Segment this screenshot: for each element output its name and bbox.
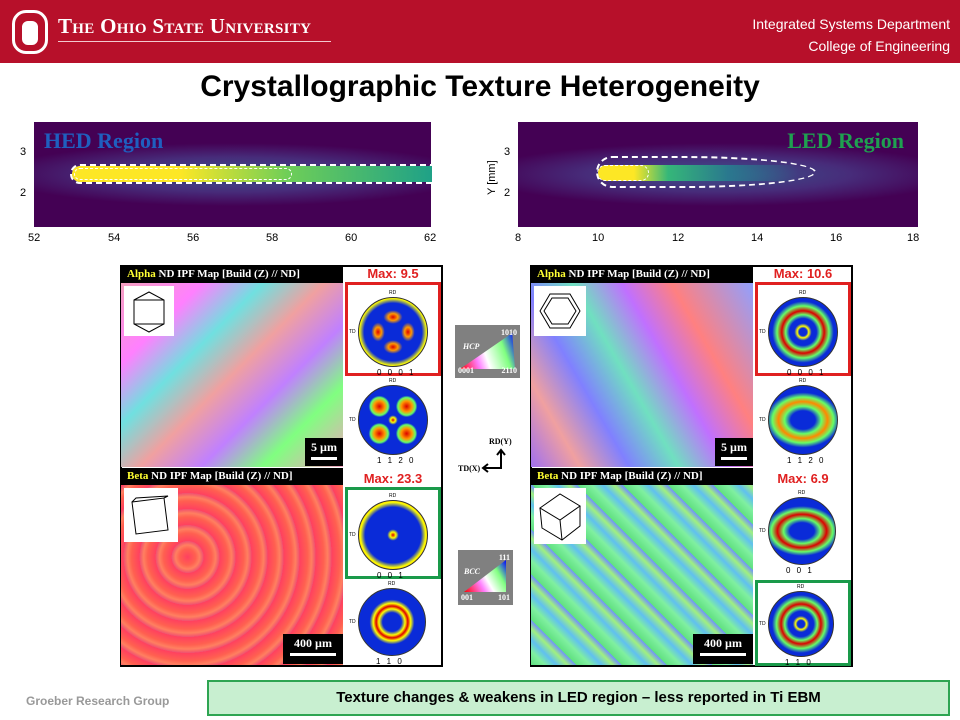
hcp-color-triangle (460, 333, 515, 369)
college: College of Engineering (808, 38, 950, 54)
td-axis-label: TD (759, 417, 766, 423)
key-takeaway-box: Texture changes & weakens in LED region … (207, 680, 950, 716)
hed-melt-pool-plot: HED Region (34, 122, 432, 227)
x-tick: 52 (28, 232, 41, 244)
beta-map-title: Beta ND IPF Map [Build (Z) // ND] (121, 468, 343, 485)
scale-bar: 400 µm (283, 634, 343, 664)
td-axis-label: TD (759, 528, 766, 534)
pole-figure (358, 500, 428, 570)
x-tick: 12 (672, 232, 685, 244)
research-group: Groeber Research Group (26, 694, 170, 708)
slide-title: Crystallographic Texture Heterogeneity (200, 70, 760, 103)
y-tick: 2 (20, 187, 27, 199)
x-tick: 60 (345, 232, 358, 244)
scale-bar: 5 µm (715, 438, 753, 466)
scale-bar: 5 µm (305, 438, 343, 466)
x-tick: 18 (907, 232, 920, 244)
y-tick: 3 (504, 146, 511, 158)
scale-bar: 400 µm (693, 634, 753, 664)
highlight-box (755, 282, 851, 376)
x-tick: 10 (592, 232, 605, 244)
pole-figure-label: 0 0 0 1 (787, 368, 826, 377)
sample-axes-icon: RD(Y) TD(X) (458, 437, 512, 473)
melt-pool (72, 166, 432, 182)
rd-axis-label: RD (797, 584, 805, 590)
y-tick: 2 (504, 187, 511, 199)
x-tick: 8 (515, 232, 522, 244)
alpha-map-title: Alpha ND IPF Map [Build (Z) // ND] (121, 266, 343, 283)
pole-figure (768, 591, 834, 657)
plot-label: LED Region (787, 128, 904, 153)
rd-axis-label: RD (389, 378, 397, 384)
contour-inner (74, 168, 292, 180)
plot-label: HED Region (44, 128, 164, 153)
divider (58, 41, 331, 42)
bcc-color-triangle (464, 560, 506, 592)
hcp-ipf-legend: HCP 0001 2110 1010 (455, 325, 520, 378)
rd-axis-label: RD (389, 493, 397, 499)
rd-axis-label: RD (389, 290, 397, 296)
bcc-ipf-legend: BCC 001 101 111 (458, 550, 513, 605)
university-name: The Ohio State University (58, 14, 312, 38)
highlight-box (345, 282, 441, 376)
contour-outer (70, 164, 432, 184)
beta-map-title: Beta ND IPF Map [Build (Z) // ND] (531, 468, 753, 485)
rd-axis-label: RD (799, 290, 807, 296)
rd-axis-label: RD (799, 378, 807, 384)
pole-figure-label: 0 0 1 (786, 566, 814, 575)
x-tick: 14 (751, 232, 764, 244)
osu-logo-icon (12, 10, 48, 54)
pole-figure-label: 1 1 2 0 (787, 456, 826, 465)
x-tick: 58 (266, 232, 279, 244)
x-tick: 16 (830, 232, 843, 244)
contour-inner (597, 165, 649, 181)
header-bar (0, 0, 960, 63)
led-melt-pool-plot: LED Region (518, 122, 918, 227)
td-axis-label: TD (759, 329, 766, 335)
max-intensity: Max: 6.9 (777, 471, 829, 486)
x-tick: 56 (187, 232, 200, 244)
pole-figure (768, 385, 838, 455)
td-axis-label: TD (349, 417, 356, 423)
y-axis-label: Y [mm] (486, 160, 498, 195)
x-tick: 62 (424, 232, 437, 244)
rd-axis-label: RD (388, 581, 396, 587)
pole-figure (358, 297, 428, 367)
td-axis-label: TD (349, 532, 356, 538)
hcp-unit-cell-icon (534, 286, 586, 336)
pole-figure-label: 1 1 2 0 (377, 456, 416, 465)
department: Integrated Systems Department (752, 16, 950, 32)
highlight-box (755, 580, 851, 666)
pole-figure-label: 1 1 0 (376, 657, 404, 666)
x-tick: 54 (108, 232, 121, 244)
pole-figure (768, 297, 838, 367)
pole-figure (768, 497, 836, 565)
rd-axis-label: RD (798, 490, 806, 496)
highlight-box (345, 487, 441, 579)
y-tick: 3 (20, 146, 27, 158)
pole-figure-label: 0 0 1 (377, 571, 405, 580)
bcc-unit-cell-icon (534, 488, 586, 544)
td-axis-label: TD (349, 329, 356, 335)
hcp-unit-cell-icon (124, 286, 174, 336)
td-axis-label: TD (759, 621, 766, 627)
pole-figure (358, 385, 428, 455)
max-intensity: Max: 10.6 (773, 266, 833, 281)
td-axis-label: TD (349, 619, 356, 625)
pole-figure (358, 588, 426, 656)
pole-figure-label: 0 0 0 1 (377, 368, 416, 377)
max-intensity: Max: 23.3 (363, 471, 423, 486)
bcc-unit-cell-icon (124, 488, 178, 542)
pole-figure-label: 1 1 0 (785, 658, 813, 667)
alpha-map-title: Alpha ND IPF Map [Build (Z) // ND] (531, 266, 753, 283)
max-intensity: Max: 9.5 (367, 266, 419, 281)
department-info: Integrated Systems Department College of… (752, 13, 950, 57)
